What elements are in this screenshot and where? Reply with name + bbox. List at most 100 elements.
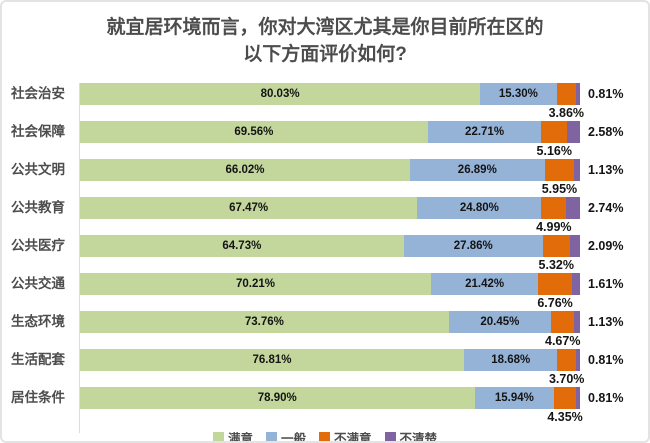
legend-label: 不满意 xyxy=(334,432,372,443)
bar-segment-dissatisfied xyxy=(556,83,576,105)
bar-segment-satisfied: 67.47% xyxy=(80,197,418,219)
category-label: 社会保障 xyxy=(11,124,65,139)
legend-item: 一般 xyxy=(265,428,306,443)
chart-title: 就宜居环境而言，你对大湾区尤其是你目前所在区的 以下方面评价如何? xyxy=(2,2,648,68)
bar-segment-unclear xyxy=(574,159,580,181)
bar-segment-satisfied: 76.81% xyxy=(80,349,465,371)
satisfied-value-label: 78.90% xyxy=(257,392,297,404)
satisfied-value-label: 80.03% xyxy=(260,88,300,100)
legend-label: 满意 xyxy=(227,432,253,443)
y-axis-line xyxy=(79,83,80,433)
category-label: 公共交通 xyxy=(11,276,65,291)
bar-segment-unclear xyxy=(571,273,580,295)
chart-rows: 社会治安 80.03% 15.30% 3.86% 0.81% 社会保障 69.5… xyxy=(2,83,648,425)
satisfied-value-label: 73.76% xyxy=(244,316,284,328)
legend-item: 不清楚 xyxy=(384,428,438,443)
chart-title-line1: 就宜居环境而言，你对大湾区尤其是你目前所在区的 xyxy=(106,17,544,38)
legend-swatch-icon xyxy=(212,432,224,441)
legend-label: 一般 xyxy=(280,432,306,443)
neutral-value-label: 26.89% xyxy=(457,164,497,176)
neutral-value-label: 15.30% xyxy=(498,88,538,100)
neutral-value-label: 15.94% xyxy=(494,392,534,404)
bar-segment-dissatisfied xyxy=(554,387,576,409)
chart-row: 公共教育 67.47% 24.80% 4.99% 2.74% xyxy=(2,197,648,235)
bar-segment-satisfied: 64.73% xyxy=(80,235,404,257)
satisfied-value-label: 69.56% xyxy=(234,126,274,138)
bar-segment-dissatisfied xyxy=(551,311,575,333)
dissatisfied-value-label: 3.86% xyxy=(548,106,585,120)
neutral-value-label: 22.71% xyxy=(465,126,505,138)
bar-segment-dissatisfied xyxy=(538,273,572,295)
category-label: 生活配套 xyxy=(11,352,65,367)
bar-segment-neutral: 18.68% xyxy=(464,349,558,371)
category-label: 社会治安 xyxy=(11,86,65,101)
legend-swatch-icon xyxy=(265,432,277,441)
legend-label: 不清楚 xyxy=(399,432,438,443)
satisfied-value-label: 70.21% xyxy=(236,278,276,290)
neutral-value-label: 18.68% xyxy=(491,354,531,366)
bar-segment-unclear xyxy=(575,349,580,371)
unclear-value-label: 1.13% xyxy=(588,163,624,177)
bar-segment-unclear xyxy=(575,387,580,409)
neutral-value-label: 20.45% xyxy=(480,316,520,328)
satisfied-value-label: 76.81% xyxy=(252,354,292,366)
dissatisfied-value-label: 5.16% xyxy=(536,144,572,158)
bar-segment-unclear xyxy=(574,311,581,333)
bar-segment-satisfied: 66.02% xyxy=(80,159,411,181)
chart-row: 公共文明 66.02% 26.89% 5.95% 1.13% xyxy=(2,159,648,197)
bar-segment-neutral: 21.42% xyxy=(431,273,539,295)
bar-segment-neutral: 22.71% xyxy=(427,121,542,143)
bar-track: 66.02% 26.89% 5.95% 1.13% xyxy=(80,159,623,196)
bar-segment-neutral: 24.80% xyxy=(417,197,542,219)
chart-row: 公共医疗 64.73% 27.86% 5.32% 2.09% xyxy=(2,235,648,273)
legend-swatch-icon xyxy=(319,432,330,441)
chart-area: 社会治安 80.03% 15.30% 3.86% 0.81% 社会保障 69.5… xyxy=(2,83,648,443)
chart-row: 居住条件 78.90% 15.94% 4.35% 0.81% xyxy=(2,387,648,425)
bar-segment-satisfied: 73.76% xyxy=(80,311,449,333)
bar-segment-neutral: 27.86% xyxy=(403,235,543,257)
bar-segment-dissatisfied xyxy=(541,197,567,219)
bar-segment-neutral: 26.89% xyxy=(410,159,545,181)
satisfied-value-label: 66.02% xyxy=(225,164,265,176)
unclear-value-label: 2.74% xyxy=(588,201,624,215)
bar-track: 64.73% 27.86% 5.32% 2.09% xyxy=(80,235,623,272)
unclear-value-label: 0.81% xyxy=(588,391,624,405)
category-label: 居住条件 xyxy=(11,390,65,405)
bar-segment-satisfied: 69.56% xyxy=(80,121,428,143)
bar-segment-dissatisfied xyxy=(557,349,576,371)
bar-track: 70.21% 21.42% 6.76% 1.61% xyxy=(80,273,623,310)
neutral-value-label: 27.86% xyxy=(453,240,493,252)
dissatisfied-value-label: 4.67% xyxy=(544,334,581,348)
unclear-value-label: 2.09% xyxy=(588,239,624,253)
bar-segment-dissatisfied xyxy=(541,121,568,143)
dissatisfied-value-label: 4.99% xyxy=(536,220,572,234)
bar-track: 76.81% 18.68% 3.70% 0.81% xyxy=(80,349,623,386)
chart-row: 公共交通 70.21% 21.42% 6.76% 1.61% xyxy=(2,273,648,311)
legend-swatch-icon xyxy=(384,432,396,441)
chart-row: 生态环境 73.76% 20.45% 4.67% 1.13% xyxy=(2,311,648,349)
satisfied-value-label: 64.73% xyxy=(222,240,262,252)
bar-segment-unclear xyxy=(567,121,581,143)
legend-item: 满意 xyxy=(212,428,253,443)
chart-title-line2: 以下方面评价如何? xyxy=(243,44,407,65)
legend-item: 不满意 xyxy=(319,428,372,443)
unclear-value-label: 0.81% xyxy=(588,87,624,101)
bar-segment-neutral: 20.45% xyxy=(448,311,552,333)
bar-segment-dissatisfied xyxy=(544,159,575,181)
bar-track: 80.03% 15.30% 3.86% 0.81% xyxy=(80,83,623,120)
bar-segment-neutral: 15.30% xyxy=(480,83,557,105)
bar-segment-satisfied: 80.03% xyxy=(80,83,481,105)
bar-segment-satisfied: 78.90% xyxy=(80,387,475,409)
chart-row: 社会保障 69.56% 22.71% 5.16% 2.58% xyxy=(2,121,648,159)
bar-segment-unclear xyxy=(566,197,580,219)
category-label: 公共文明 xyxy=(11,162,65,177)
category-label: 公共教育 xyxy=(11,200,65,215)
unclear-value-label: 1.61% xyxy=(588,277,624,291)
bar-track: 67.47% 24.80% 4.99% 2.74% xyxy=(80,197,623,234)
category-label: 生态环境 xyxy=(11,314,65,329)
unclear-value-label: 1.13% xyxy=(588,315,624,329)
chart-row: 社会治安 80.03% 15.30% 3.86% 0.81% xyxy=(2,83,648,121)
bar-segment-satisfied: 70.21% xyxy=(80,273,432,295)
category-label: 公共医疗 xyxy=(11,238,65,253)
